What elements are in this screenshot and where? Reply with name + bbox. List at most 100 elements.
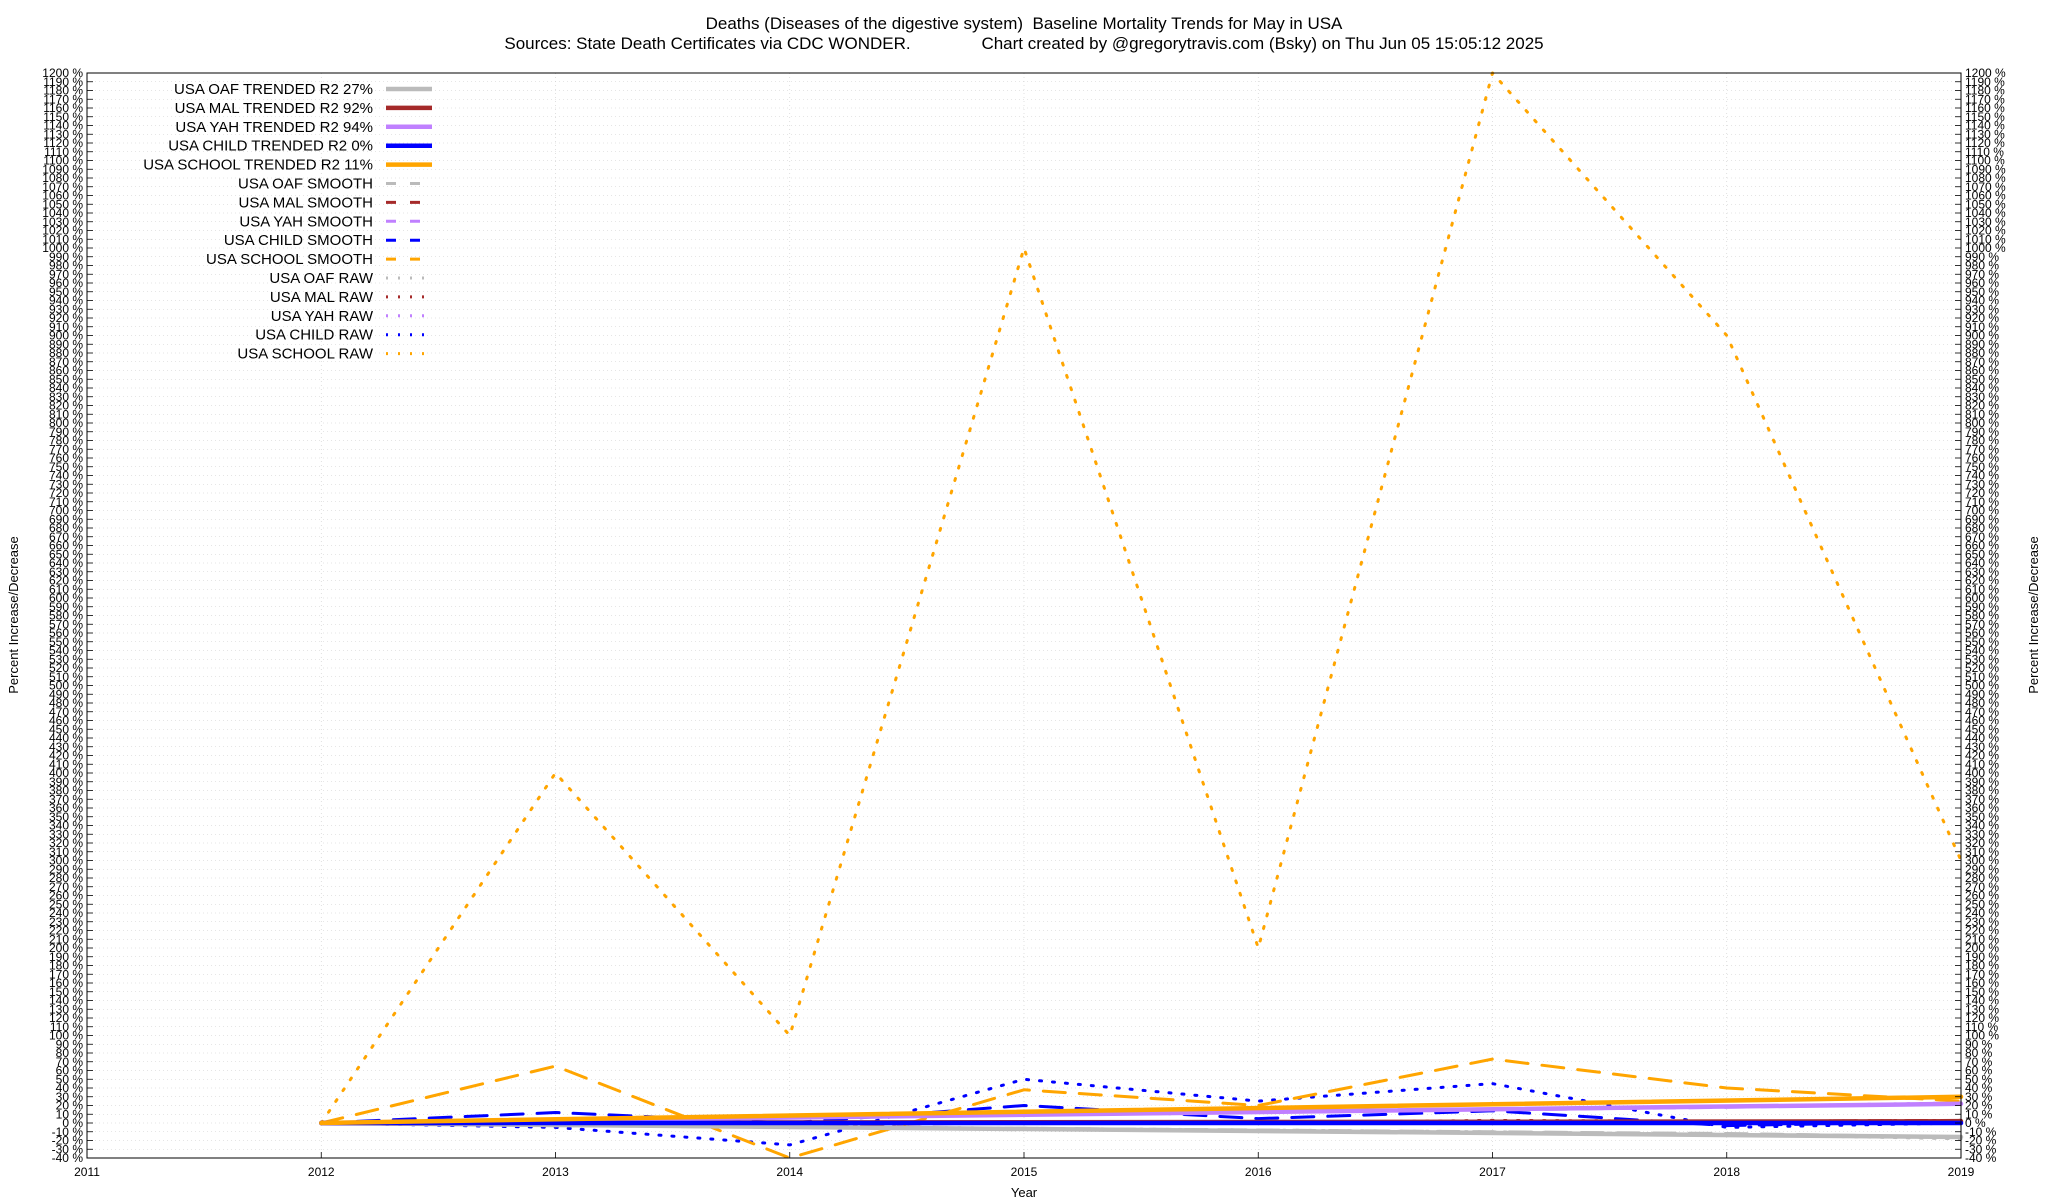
y-tick-label: 560 % [1965,626,1999,640]
y-tick-label: 700 % [49,504,83,518]
y-tick-label: 1160 % [43,101,83,115]
chart-subtitle: Sources: State Death Certificates via CD… [504,34,1544,53]
y-tick-label: 1120 % [43,136,83,150]
y-tick-label: 190 % [49,950,83,964]
y-tick-label: 30 % [1965,1090,1993,1104]
y-tick-label: 470 % [49,705,83,719]
y-tick-label: 920 % [49,311,83,325]
y-tick-label: 1170 % [43,92,83,106]
y-tick-label: 850 % [1965,372,1999,386]
y-tick-label: 270 % [1965,880,1999,894]
y-tick-label: 330 % [1965,827,1999,841]
y-tick-label: 450 % [1965,722,1999,736]
y-tick-label: 20 % [1965,1099,1993,1113]
y-tick-label: 610 % [1965,582,1999,596]
y-tick-label: 510 % [49,670,83,684]
y-tick-label: 890 % [1965,337,1999,351]
y-tick-label: 120 % [49,1011,83,1025]
y-tick-label: 930 % [49,302,83,316]
x-tick-label: 2015 [1011,1165,1038,1179]
y-tick-label: 620 % [1965,574,1999,588]
y-tick-label: 200 % [1965,941,1999,955]
y-tick-label: 300 % [1965,854,1999,868]
y-tick-label: 540 % [1965,644,1999,658]
y-tick-label: 770 % [49,442,83,456]
y-tick-label: 970 % [49,267,83,281]
y-tick-label: 1180 % [1965,84,2005,98]
y-tick-label: 470 % [1965,705,1999,719]
y-tick-label: 760 % [49,451,83,465]
y-tick-label: 1050 % [1965,197,2006,211]
y-tick-label: 740 % [1965,469,1999,483]
y-tick-label: 390 % [1965,775,1999,789]
y-tick-label: 520 % [1965,661,1999,675]
y-tick-label: 630 % [49,565,83,579]
y-tick-label: 660 % [49,539,83,553]
x-tick-label: 2018 [1713,1165,1740,1179]
y-axis-label-right: Percent Increase/Decrease [2026,536,2041,694]
y-tick-label: 860 % [49,364,83,378]
y-tick-label: 280 % [49,871,83,885]
y-tick-label: 620 % [49,574,83,588]
y-tick-label: 950 % [49,285,83,299]
y-tick-label: 310 % [49,845,83,859]
plot-area [319,71,1964,1160]
y-tick-label: 850 % [49,372,83,386]
y-tick-label: -20 % [1965,1134,1997,1148]
y-tick-label: 700 % [1965,504,1999,518]
y-tick-label: 600 % [49,591,83,605]
y-tick-label: 910 % [49,320,83,334]
y-tick-label: 680 % [1965,521,1999,535]
y-tick-label: 1170 % [1965,92,2005,106]
y-tick-label: 110 % [50,1020,83,1034]
y-tick-label: 570 % [49,617,83,631]
y-tick-label: 170 % [49,967,83,981]
y-tick-label: 1150 % [43,110,83,124]
y-tick-label: 870 % [1965,355,1999,369]
y-tick-label: 1070 % [1965,180,2006,194]
y-tick-label: 90 % [1965,1037,1993,1051]
y-tick-label: 410 % [1965,757,1999,771]
y-tick-label: 1190 % [43,75,83,89]
y-tick-label: 830 % [49,390,83,404]
y-tick-label: 40 % [56,1081,84,1095]
x-tick-label: 2014 [776,1165,803,1179]
x-tick-label: 2016 [1245,1165,1272,1179]
y-tick-label: 650 % [1965,547,1999,561]
y-tick-label: 1060 % [1965,189,2006,203]
y-tick-label: 500 % [1965,679,1999,693]
legend-label: USA OAF TRENDED R2 27% [174,81,373,98]
series-line [319,1120,1964,1140]
y-tick-label: 970 % [1965,267,1999,281]
series-line [319,71,1963,1125]
y-tick-label: 240 % [49,906,83,920]
y-tick-label: -30 % [1965,1142,1997,1156]
y-tick-label: 250 % [49,897,83,911]
y-tick-label: 180 % [49,959,83,973]
legend-label: USA CHILD SMOOTH [224,232,373,249]
series-line [319,1094,1964,1126]
y-tick-label: 1000 % [42,241,83,255]
y-tick-label: 310 % [1965,845,1999,859]
legend-label: USA CHILD TRENDED R2 0% [168,138,373,155]
y-tick-label: 210 % [49,932,83,946]
legend-label: USA CHILD RAW [255,327,374,344]
y-tick-label: 230 % [49,915,83,929]
y-tick-label: 410 % [49,757,83,771]
y-tick-label: 30 % [56,1090,84,1104]
y-tick-label: 790 % [1965,425,1999,439]
y-tick-label: 190 % [1965,950,1999,964]
y-tick-label: 1030 % [1965,215,2006,229]
y-tick-label: 220 % [1965,924,1999,938]
y-tick-label: 1100 % [43,154,83,168]
y-tick-label: 1180 % [43,84,83,98]
y-tick-label: 670 % [49,530,83,544]
y-tick-label: -30 % [52,1142,84,1156]
y-tick-label: 590 % [1965,600,1999,614]
y-tick-label: 880 % [49,346,83,360]
y-tick-label: 0 % [62,1116,83,1130]
y-tick-label: 630 % [1965,565,1999,579]
y-tick-label: 640 % [49,556,83,570]
y-tick-label: 550 % [49,635,83,649]
y-tick-label: 220 % [49,924,83,938]
